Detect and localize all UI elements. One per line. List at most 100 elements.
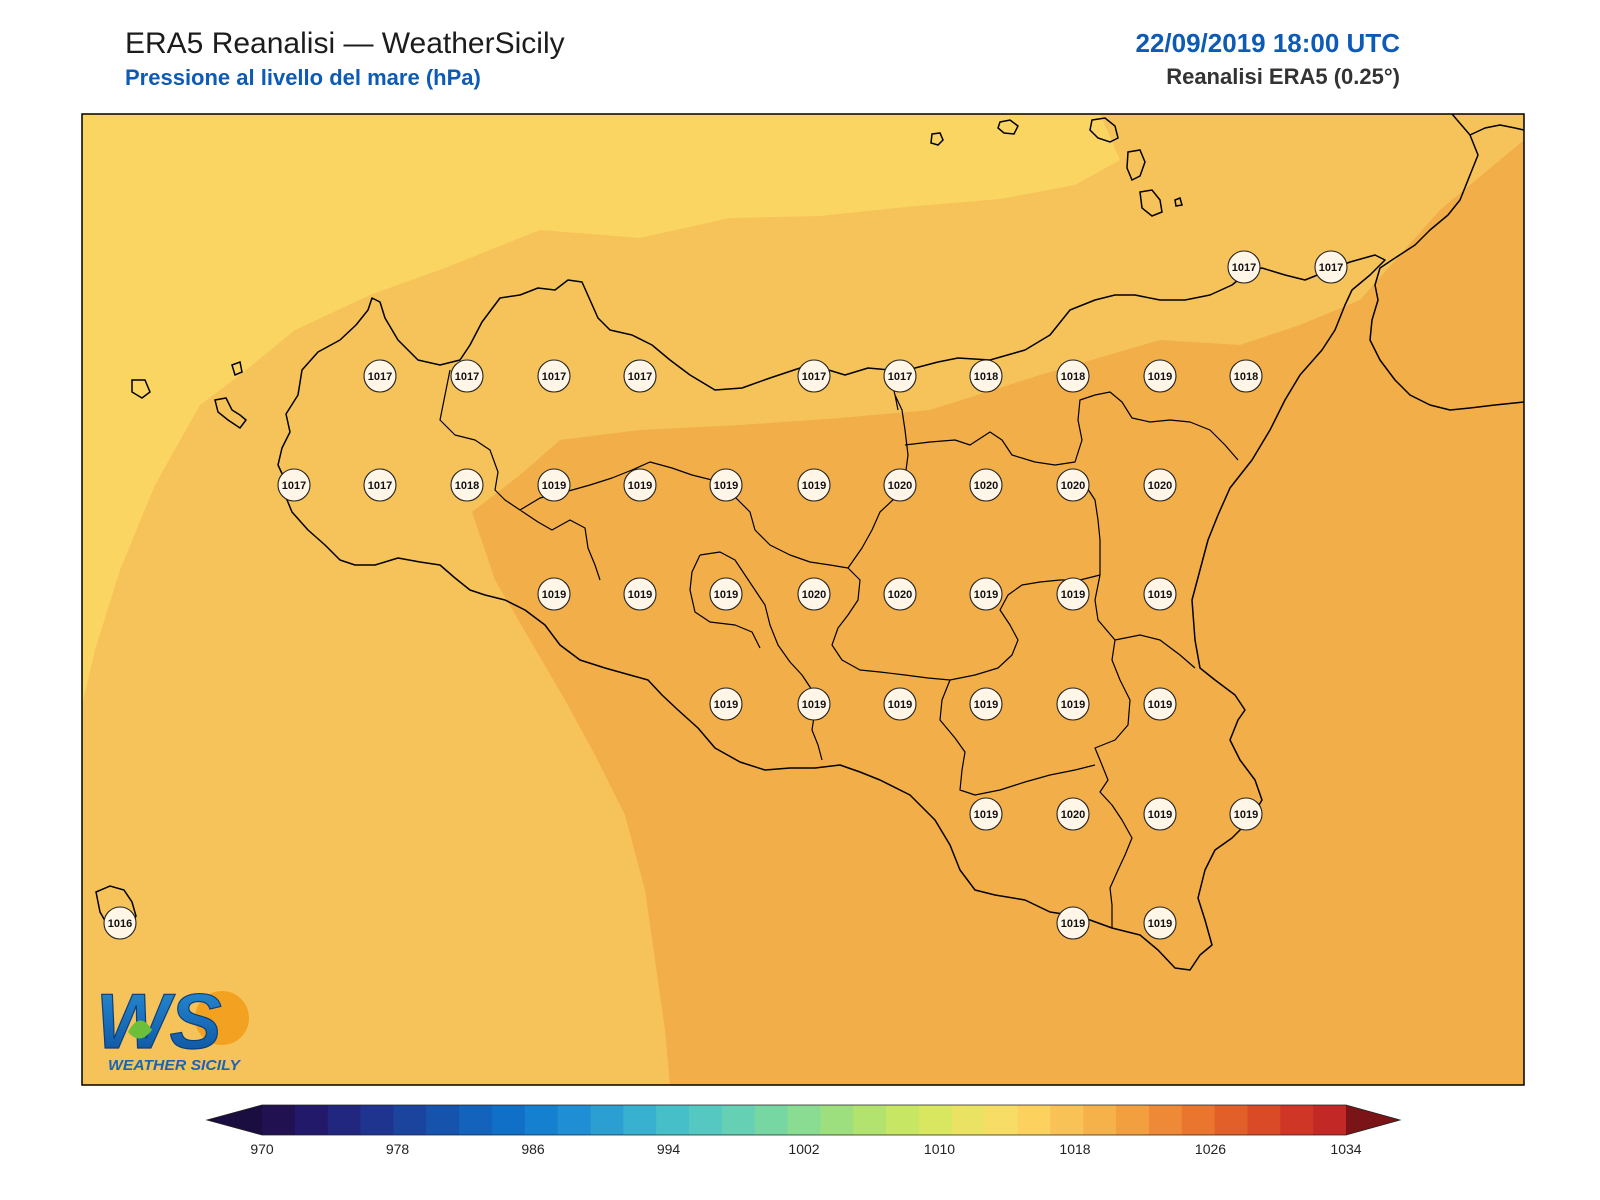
colorbar-segment (656, 1105, 690, 1135)
station-circle (363, 359, 397, 393)
colorbar-segment (557, 1105, 592, 1135)
colorbar-segment (459, 1105, 493, 1135)
station-value: 1016 (108, 918, 132, 930)
station-marker: 1019 (1143, 577, 1177, 611)
colorbar-segment (984, 1105, 1019, 1135)
colorbar-segment (393, 1105, 427, 1135)
station-value: 1020 (1061, 809, 1085, 821)
station-marker: 1020 (1056, 468, 1090, 502)
station-circle (1314, 250, 1348, 284)
colorbar-segment (1083, 1105, 1117, 1135)
station-circle (1143, 359, 1177, 393)
station-value: 1020 (1061, 480, 1085, 492)
station-value: 1019 (974, 809, 998, 821)
station-marker: 1018 (969, 359, 1003, 393)
colorbar-max-arrow (1346, 1105, 1400, 1135)
station-circle (1143, 577, 1177, 611)
colorbar-segment (491, 1105, 526, 1135)
station-value: 1019 (974, 699, 998, 711)
station-circle (709, 687, 743, 721)
salina-island (1089, 117, 1119, 143)
station-marker: 1017 (363, 359, 397, 393)
marettimo-island (214, 397, 248, 430)
station-circle (537, 359, 571, 393)
station-marker: 1019 (537, 468, 571, 502)
colorbar-segment (360, 1105, 394, 1135)
station-value: 1019 (888, 699, 912, 711)
station-marker: 1016 (103, 906, 137, 940)
station-marker: 1020 (883, 468, 917, 502)
station-value: 1017 (368, 480, 392, 492)
colorbar-tick-label: 970 (250, 1141, 274, 1157)
station-circle (623, 359, 657, 393)
station-value: 1019 (1148, 918, 1172, 930)
station-marker: 1017 (1227, 250, 1261, 284)
station-marker: 1017 (277, 468, 311, 502)
station-value: 1019 (1234, 809, 1258, 821)
station-marker: 1019 (709, 577, 743, 611)
levanzo-island (131, 379, 151, 399)
station-circle (797, 687, 831, 721)
station-value: 1019 (802, 480, 826, 492)
station-circle (969, 468, 1003, 502)
station-circle (797, 468, 831, 502)
station-value: 1018 (1234, 371, 1258, 383)
station-value: 1019 (714, 480, 738, 492)
station-circle (103, 906, 137, 940)
colorbar-segment (1116, 1105, 1150, 1135)
colorbar-segment (1017, 1105, 1051, 1135)
station-circle (363, 468, 397, 502)
station-value: 1017 (282, 480, 306, 492)
station-circle (1229, 359, 1263, 393)
station-markers: 1017 1017 1017 1017 1017 1017 1017 1017 1018 1018… (103, 250, 1348, 940)
colorbar-segment (918, 1105, 953, 1135)
station-value: 1019 (1148, 371, 1172, 383)
colorbar-tick-label: 1018 (1059, 1141, 1090, 1157)
station-circle (1056, 906, 1090, 940)
pressure-colorbar: 970 978 986 994 1002 1010 1018 1026 1034 (205, 1104, 1402, 1157)
station-marker: 1019 (623, 468, 657, 502)
station-circle (1143, 797, 1177, 831)
station-marker: 1019 (1056, 906, 1090, 940)
station-circle (969, 359, 1003, 393)
station-marker: 1017 (537, 359, 571, 393)
station-marker: 1017 (623, 359, 657, 393)
colorbar-tick-label: 1002 (788, 1141, 819, 1157)
station-marker: 1018 (450, 468, 484, 502)
colorbar-segment (623, 1105, 657, 1135)
station-circle (883, 359, 917, 393)
station-circle (1056, 468, 1090, 502)
station-marker: 1017 (797, 359, 831, 393)
station-circle (450, 468, 484, 502)
colorbar-segment (721, 1105, 756, 1135)
map-datetime: 22/09/2019 18:00 UTC (1135, 28, 1400, 58)
station-circle (277, 468, 311, 502)
aeolian-islet (1174, 196, 1183, 207)
station-marker: 1019 (1056, 687, 1090, 721)
station-value: 1019 (1061, 699, 1085, 711)
station-marker: 1019 (1143, 687, 1177, 721)
station-value: 1019 (1148, 589, 1172, 601)
station-marker: 1018 (1056, 359, 1090, 393)
colorbar-segment (1214, 1105, 1249, 1135)
header-right: 22/09/2019 18:00 UTC Reanalisi ERA5 (0.2… (1135, 26, 1400, 92)
station-marker: 1019 (709, 687, 743, 721)
favignana-island (231, 360, 243, 377)
alicudi-filicudi-island (997, 119, 1019, 135)
station-marker: 1019 (537, 577, 571, 611)
colorbar-segment (853, 1105, 887, 1135)
station-marker: 1020 (883, 577, 917, 611)
station-circle (1143, 687, 1177, 721)
colorbar-segment (787, 1105, 822, 1135)
station-value: 1019 (1061, 589, 1085, 601)
colorbar-segment (262, 1105, 296, 1135)
map-source: Reanalisi ERA5 (0.25°) (1166, 64, 1400, 89)
station-marker: 1019 (1143, 359, 1177, 393)
station-value: 1017 (628, 371, 652, 383)
station-circle (537, 468, 571, 502)
station-marker: 1019 (1143, 906, 1177, 940)
station-circle (883, 468, 917, 502)
station-marker: 1020 (797, 577, 831, 611)
logo-sun-icon (195, 991, 249, 1045)
colorbar-segment (1247, 1105, 1281, 1135)
